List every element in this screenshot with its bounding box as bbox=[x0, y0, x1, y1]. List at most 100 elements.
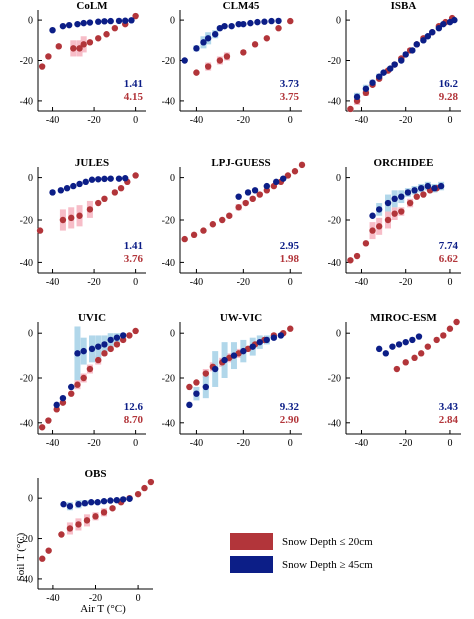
point-shallow bbox=[58, 531, 65, 538]
panel-title: ORCHIDEE bbox=[374, 157, 434, 169]
panel-clm45: CLM45 0 -20 -40 -40 -20 0 3.733.75 bbox=[162, 0, 302, 126]
point-deep bbox=[424, 33, 432, 40]
point-deep bbox=[204, 35, 212, 42]
point-shallow bbox=[406, 199, 414, 207]
x-tick-label: 0 bbox=[136, 593, 141, 604]
point-deep bbox=[86, 19, 94, 26]
panel-uw-vic: UW-VIC 0 -20 -40 -40 -20 0 9.322.90 bbox=[162, 312, 302, 449]
panel-miroc-esm: MIROC-ESM 0 -20 -40 -40 -20 0 3.432.84 bbox=[328, 312, 461, 449]
y-tick-label: 0 bbox=[28, 329, 33, 340]
point-deep bbox=[122, 17, 129, 24]
point-shallow bbox=[440, 332, 447, 339]
point-shallow bbox=[45, 53, 52, 60]
point-shallow bbox=[453, 318, 460, 326]
x-tick-label: 0 bbox=[133, 277, 138, 288]
point-shallow bbox=[80, 41, 87, 48]
point-deep bbox=[107, 17, 114, 25]
point-deep bbox=[53, 401, 60, 409]
y-tick-label: -40 bbox=[162, 258, 175, 269]
point-deep bbox=[74, 350, 81, 357]
point-deep bbox=[221, 356, 228, 364]
point-shallow bbox=[117, 185, 125, 192]
panel-obs: OBS 0 -20 -40 -40 -20 0 bbox=[20, 468, 155, 604]
point-shallow bbox=[200, 227, 207, 234]
point-deep bbox=[261, 18, 268, 25]
point-shallow bbox=[86, 365, 94, 373]
legend-label-shallow: Snow Depth ≤ 20cm bbox=[282, 536, 373, 548]
point-deep bbox=[119, 496, 127, 503]
point-shallow bbox=[86, 206, 94, 213]
stat-shallow: 6.62 bbox=[439, 253, 459, 265]
y-tick-label: -40 bbox=[328, 258, 341, 269]
point-shallow bbox=[369, 227, 376, 234]
panel-isba: ISBA 0 -20 -40 -40 -20 0 16.29.28 bbox=[328, 0, 461, 126]
point-deep bbox=[409, 336, 416, 344]
y-tick-label: -20 bbox=[328, 56, 341, 67]
stat-deep: 1.41 bbox=[124, 240, 143, 252]
stat-shallow: 1.98 bbox=[280, 253, 300, 265]
point-shallow bbox=[420, 191, 427, 198]
stat-shallow: 2.84 bbox=[439, 414, 459, 426]
point-deep bbox=[94, 499, 101, 506]
stat-deep: 3.43 bbox=[439, 401, 459, 413]
point-deep bbox=[402, 51, 409, 58]
point-shallow bbox=[55, 43, 62, 50]
panel-title: MIROC-ESM bbox=[370, 312, 437, 324]
point-deep bbox=[369, 79, 376, 86]
point-shallow bbox=[298, 161, 306, 169]
point-shallow bbox=[101, 350, 108, 357]
point-deep bbox=[80, 19, 87, 27]
point-deep bbox=[101, 18, 108, 25]
point-deep bbox=[68, 383, 75, 391]
point-deep bbox=[435, 24, 443, 32]
y-tick-label: 0 bbox=[28, 16, 33, 27]
point-deep bbox=[240, 347, 247, 355]
panel-uvic: UVIC 0 -20 -40 -40 -20 0 12.68.70 bbox=[20, 312, 146, 449]
point-deep bbox=[389, 343, 396, 350]
x-tick-label: -40 bbox=[190, 115, 203, 126]
x-tick-label: 0 bbox=[133, 115, 138, 126]
point-deep bbox=[107, 336, 114, 344]
point-shallow bbox=[86, 39, 94, 46]
point-shallow bbox=[240, 49, 247, 56]
point-shallow bbox=[95, 35, 102, 42]
point-shallow bbox=[193, 69, 200, 76]
point-shallow bbox=[202, 370, 210, 377]
legend-label-deep: Snow Depth ≥ 45cm bbox=[282, 559, 373, 571]
point-shallow bbox=[190, 231, 198, 239]
point-deep bbox=[80, 347, 87, 355]
point-shallow bbox=[59, 399, 67, 406]
point-deep bbox=[277, 332, 285, 339]
x-tick-label: -20 bbox=[237, 115, 250, 126]
point-deep bbox=[88, 499, 95, 506]
point-shallow bbox=[411, 354, 418, 362]
y-axis-title: Soil T (°C) bbox=[15, 532, 27, 581]
point-deep bbox=[66, 503, 74, 510]
point-deep bbox=[409, 47, 416, 54]
point-deep bbox=[57, 187, 65, 194]
point-deep bbox=[186, 401, 193, 409]
point-shallow bbox=[275, 24, 282, 32]
y-tick-label: 0 bbox=[170, 16, 175, 27]
x-tick-label: 0 bbox=[288, 438, 293, 449]
panel-lpj-guess: LPJ-GUESS 0 -20 -40 -40 -20 0 2.951.98 bbox=[162, 157, 306, 288]
point-deep bbox=[451, 16, 458, 24]
stat-shallow: 3.75 bbox=[280, 91, 300, 103]
y-tick-label: -20 bbox=[20, 534, 33, 545]
point-deep bbox=[235, 193, 242, 200]
y-tick-label: 0 bbox=[336, 329, 341, 340]
point-shallow bbox=[126, 332, 133, 339]
point-shallow bbox=[287, 17, 294, 25]
point-shallow bbox=[284, 172, 292, 179]
point-shallow bbox=[39, 555, 46, 562]
y-tick-label: 0 bbox=[28, 173, 33, 184]
x-tick-label: -40 bbox=[355, 277, 368, 288]
point-shallow bbox=[193, 379, 200, 386]
y-tick-label: 0 bbox=[170, 329, 175, 340]
y-tick-label: -20 bbox=[162, 374, 175, 385]
point-deep bbox=[126, 495, 133, 502]
point-shallow bbox=[38, 424, 46, 431]
y-tick-label: -40 bbox=[20, 574, 33, 585]
stat-deep: 2.95 bbox=[280, 240, 300, 252]
y-tick-label: 0 bbox=[28, 494, 33, 505]
